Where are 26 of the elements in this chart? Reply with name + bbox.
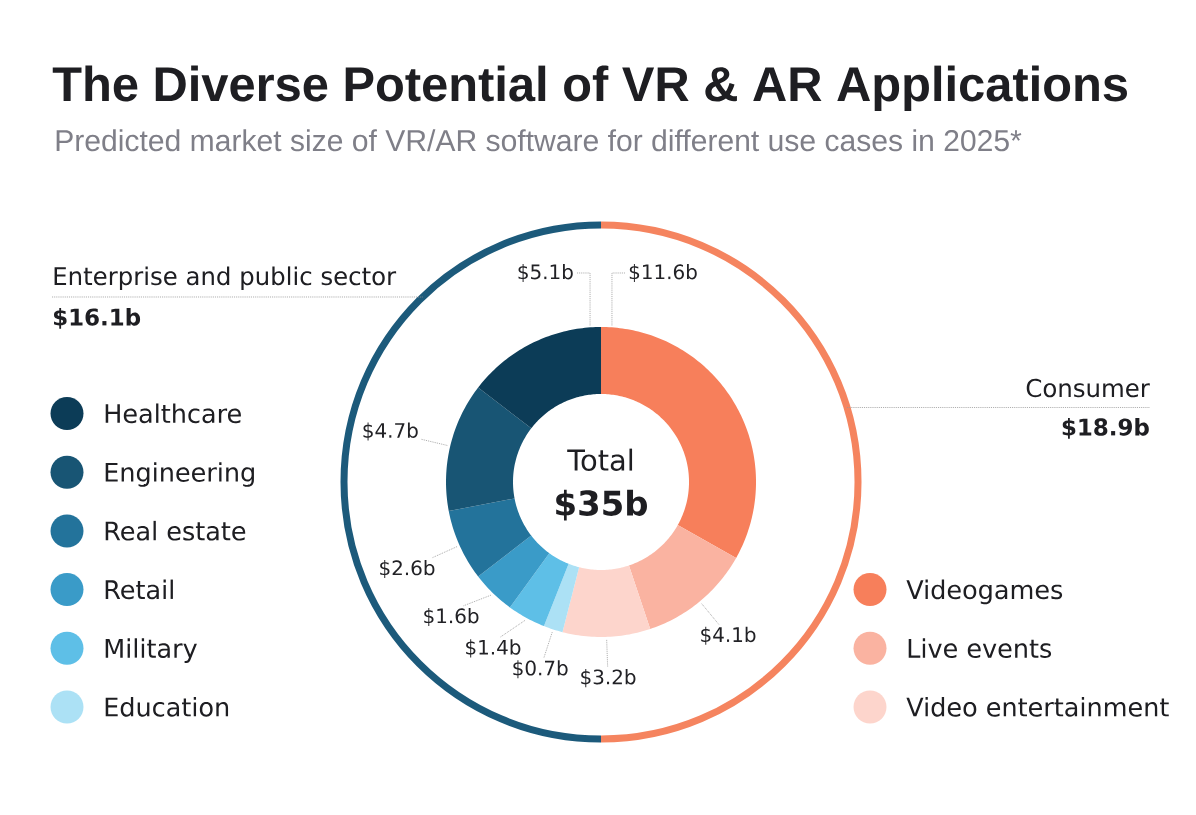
- data-label: $1.6b: [424, 607, 479, 627]
- data-label: $0.7b: [513, 660, 568, 679]
- data-label: $5.1b: [518, 263, 573, 283]
- chart-subtitle: Predicted market size of VR/AR software for different use cases in 2025*: [56, 129, 1022, 152]
- text: Enterprise and public sector: [54, 266, 397, 291]
- legend-label: Military: [105, 638, 197, 663]
- data-label: $3.2b: [581, 669, 636, 688]
- data-label: $4.7b: [363, 422, 418, 441]
- legend-label: Real estate: [105, 520, 246, 541]
- legend-label: Healthcare: [105, 403, 241, 424]
- text: $18.9b: [1062, 417, 1149, 439]
- legend-label: Videogames: [906, 579, 1063, 605]
- text: Total: [567, 448, 633, 471]
- legend-label: Education: [105, 696, 229, 717]
- text: $35b: [556, 489, 647, 521]
- legend-label: Retail: [105, 579, 173, 600]
- legend-label: Live events: [908, 638, 1052, 658]
- text: $16.1b: [54, 307, 141, 329]
- data-label: $4.1b: [701, 626, 756, 645]
- data-label: $2.6b: [380, 559, 435, 579]
- data-label: $1.4b: [466, 639, 521, 658]
- legend-label: Engineering: [105, 462, 254, 487]
- chart-title: The Diverse Potential of VR & AR Applications: [52, 65, 1127, 112]
- text: Consumer: [1026, 378, 1150, 398]
- legend-label: Video entertainment: [906, 696, 1169, 717]
- data-label: $11.6b: [629, 263, 697, 283]
